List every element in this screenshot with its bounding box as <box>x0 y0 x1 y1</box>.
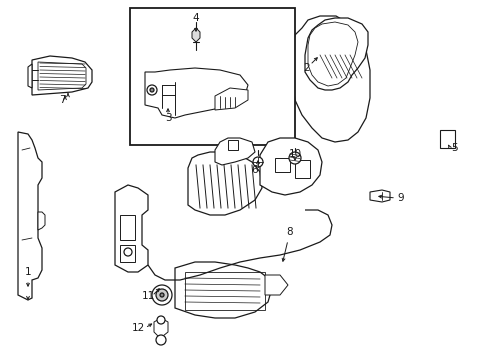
Polygon shape <box>28 64 32 88</box>
Polygon shape <box>305 18 367 90</box>
Text: 9: 9 <box>397 193 404 203</box>
Polygon shape <box>154 318 168 336</box>
Polygon shape <box>32 56 92 95</box>
Polygon shape <box>215 88 247 110</box>
Polygon shape <box>369 190 389 202</box>
Polygon shape <box>274 158 289 172</box>
Text: 7: 7 <box>59 95 65 105</box>
Polygon shape <box>115 185 148 272</box>
Circle shape <box>156 289 168 301</box>
Polygon shape <box>120 245 135 262</box>
Circle shape <box>147 85 157 95</box>
Text: 5: 5 <box>451 143 457 153</box>
Polygon shape <box>260 138 321 195</box>
Circle shape <box>150 88 154 92</box>
Polygon shape <box>175 262 271 318</box>
Polygon shape <box>120 215 135 240</box>
Text: 8: 8 <box>286 227 293 237</box>
Polygon shape <box>227 140 238 150</box>
Polygon shape <box>38 212 45 230</box>
Circle shape <box>252 157 263 167</box>
Polygon shape <box>187 152 262 215</box>
Circle shape <box>152 285 172 305</box>
Text: 11: 11 <box>141 291 154 301</box>
Circle shape <box>160 293 163 297</box>
Polygon shape <box>291 16 369 142</box>
Text: 6: 6 <box>251 165 258 175</box>
Circle shape <box>156 335 165 345</box>
Bar <box>130 8 294 145</box>
Circle shape <box>288 152 301 164</box>
Polygon shape <box>192 28 200 42</box>
Polygon shape <box>294 160 309 178</box>
Text: 4: 4 <box>192 13 199 23</box>
Polygon shape <box>264 275 287 295</box>
Text: 12: 12 <box>131 323 144 333</box>
Text: 2: 2 <box>303 63 310 73</box>
Polygon shape <box>18 132 42 300</box>
Polygon shape <box>215 138 254 165</box>
Text: 3: 3 <box>164 113 171 123</box>
Circle shape <box>157 316 164 324</box>
Polygon shape <box>145 68 247 118</box>
Circle shape <box>124 248 132 256</box>
Text: 1: 1 <box>24 267 31 277</box>
Polygon shape <box>439 130 454 148</box>
Text: 10: 10 <box>288 149 301 159</box>
